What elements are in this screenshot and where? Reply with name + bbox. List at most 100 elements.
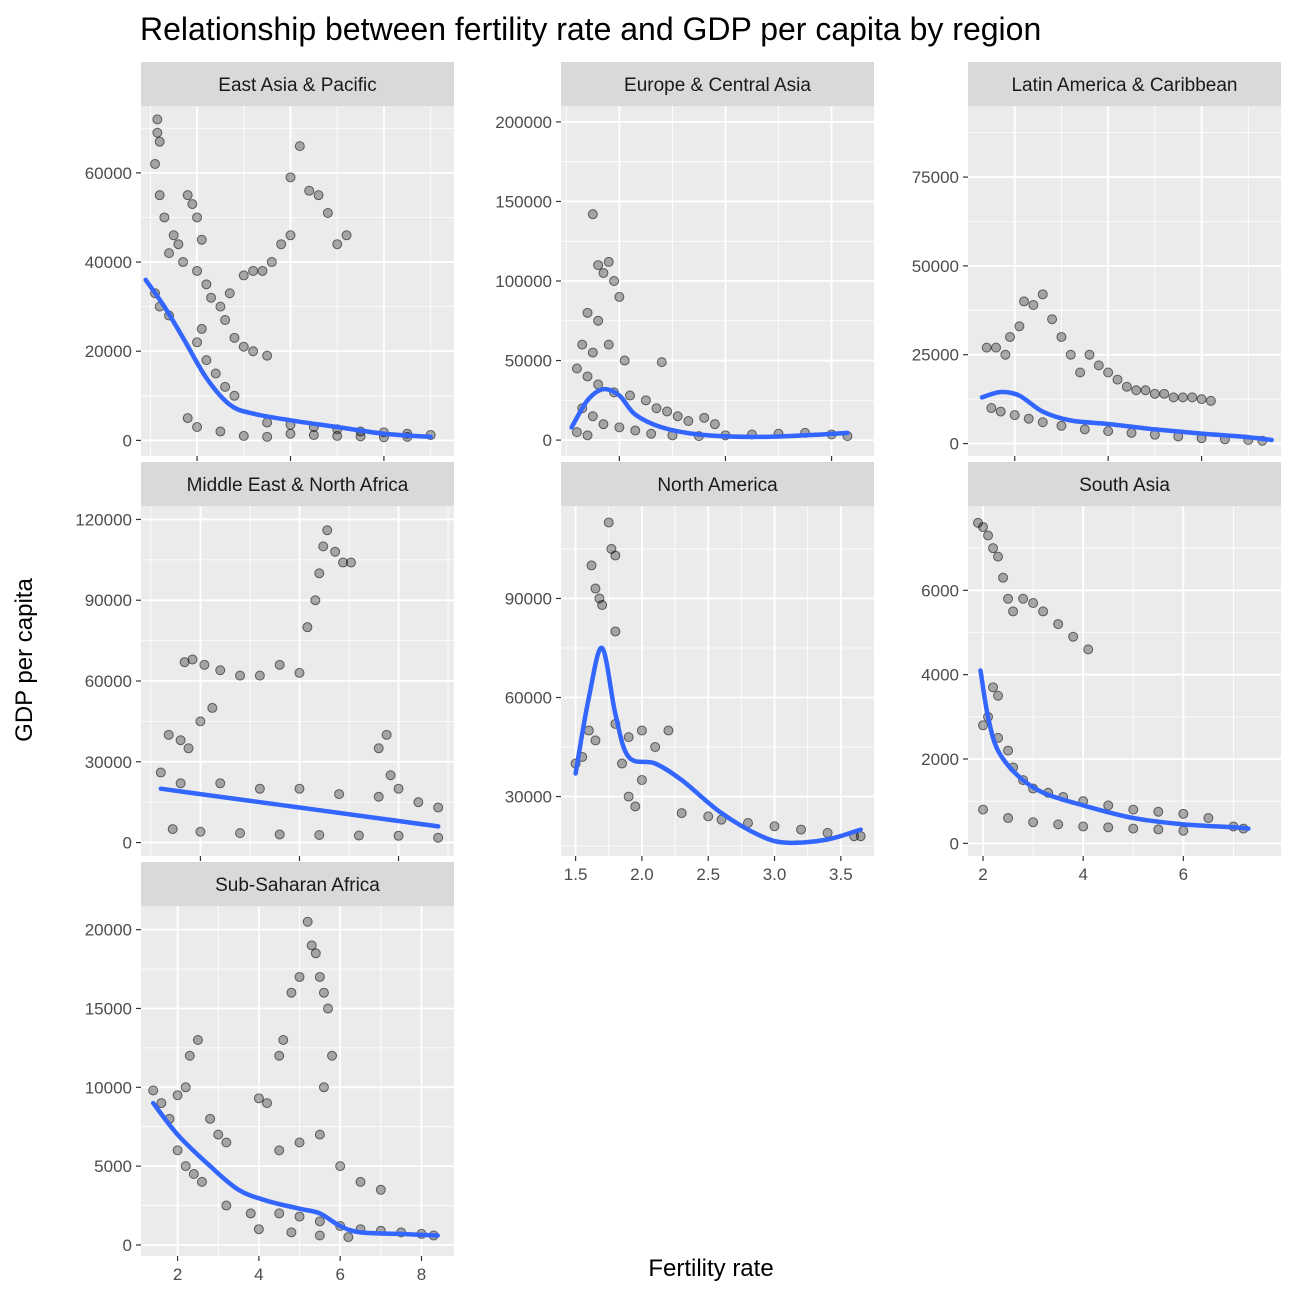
data-point	[187, 199, 198, 210]
data-point	[590, 583, 601, 594]
data-point	[393, 783, 404, 794]
data-point	[1079, 424, 1090, 435]
data-point	[624, 390, 635, 401]
facet-strip-label: Latin America & Caribbean	[1011, 75, 1237, 96]
data-point	[154, 136, 165, 147]
data-point	[1068, 631, 1079, 642]
data-point	[978, 804, 989, 815]
data-point	[148, 1085, 159, 1096]
smooth-trend-line	[158, 786, 441, 829]
x-tick-label: 4	[1078, 865, 1087, 884]
x-tick-label: 3.5	[829, 865, 853, 884]
x-tick-label: 2.5	[696, 865, 720, 884]
data-point	[1053, 619, 1064, 630]
facet-panel: North America 1.5 2.0 2.5 3.0 3.5 30000 60000 90…	[505, 462, 874, 884]
x-axis-label: Fertility rate	[648, 1255, 773, 1282]
data-point	[988, 543, 999, 554]
data-point	[229, 390, 240, 401]
facet-strip	[141, 62, 454, 106]
data-point	[266, 257, 277, 268]
data-point	[1153, 806, 1164, 817]
data-point	[353, 830, 364, 841]
data-point	[322, 1003, 333, 1014]
data-point	[335, 1161, 346, 1172]
data-point	[672, 411, 683, 422]
data-point	[609, 276, 620, 286]
data-point	[168, 230, 179, 241]
data-point	[152, 127, 163, 138]
data-point	[192, 337, 203, 348]
facet-strip	[141, 862, 454, 906]
data-point	[1187, 392, 1198, 403]
data-point	[993, 551, 1004, 562]
y-tick-label: 20000	[85, 342, 132, 361]
data-point	[220, 381, 231, 392]
x-tick-label: 2	[978, 865, 987, 884]
y-tick-label: 60000	[505, 689, 552, 708]
data-point	[587, 411, 598, 422]
data-point	[262, 350, 273, 361]
y-tick-label: 25000	[912, 346, 959, 365]
data-point	[610, 550, 621, 561]
data-point	[1153, 824, 1164, 835]
panel-background	[561, 506, 874, 856]
data-point	[597, 600, 608, 611]
data-point	[314, 1230, 325, 1241]
data-point	[373, 743, 384, 754]
data-point	[991, 342, 1002, 353]
data-point	[1037, 289, 1048, 300]
y-tick-label: 0	[950, 435, 959, 454]
data-point	[651, 403, 662, 414]
y-tick-label: 150000	[495, 192, 552, 211]
data-point	[1093, 360, 1104, 371]
y-tick-label: 10000	[85, 1078, 132, 1097]
data-point	[636, 725, 647, 736]
data-point	[1014, 321, 1025, 332]
data-point	[1131, 385, 1142, 396]
smooth-trend-line	[569, 386, 850, 440]
data-point	[603, 517, 614, 528]
facet-panel: Europe & Central Asia2460500001000001500…	[495, 62, 874, 484]
data-point	[796, 824, 807, 835]
data-point	[381, 729, 392, 740]
data-point	[306, 940, 317, 951]
data-point	[577, 339, 588, 350]
data-point	[274, 659, 285, 670]
data-point	[1126, 427, 1137, 438]
facet-panels: East Asia & Pacific2460200004000060000Eu…	[75, 62, 1281, 1284]
data-point	[582, 307, 593, 318]
data-point	[1128, 804, 1139, 815]
y-tick-label: 30000	[85, 753, 132, 772]
scatter-points	[148, 916, 439, 1243]
data-point	[1028, 817, 1039, 828]
data-point	[630, 425, 641, 436]
y-tick-label: 5000	[94, 1157, 132, 1176]
data-point	[1053, 819, 1064, 830]
y-tick-label: 15000	[85, 999, 132, 1018]
data-point	[1168, 392, 1179, 403]
data-point	[1009, 410, 1020, 421]
data-point	[207, 702, 218, 713]
data-point	[322, 525, 333, 536]
facet-strip	[968, 462, 1281, 506]
facet-strip-label: Sub-Saharan Africa	[215, 875, 380, 896]
data-point	[175, 735, 186, 746]
data-point	[373, 791, 384, 802]
data-point	[988, 682, 999, 693]
data-point	[286, 1227, 297, 1238]
data-point	[1149, 388, 1160, 399]
y-tick-label: 60000	[85, 164, 132, 183]
y-tick-label: 200000	[495, 113, 552, 132]
data-point	[210, 368, 221, 379]
data-point	[656, 357, 667, 368]
data-point	[224, 288, 235, 299]
y-tick-label: 100000	[495, 272, 552, 291]
data-point	[314, 830, 325, 840]
data-point	[294, 1137, 305, 1148]
data-point	[393, 830, 404, 841]
x-tick-label: 2.0	[630, 865, 654, 884]
data-point	[155, 767, 166, 778]
data-point	[215, 665, 226, 676]
data-point	[978, 720, 989, 731]
